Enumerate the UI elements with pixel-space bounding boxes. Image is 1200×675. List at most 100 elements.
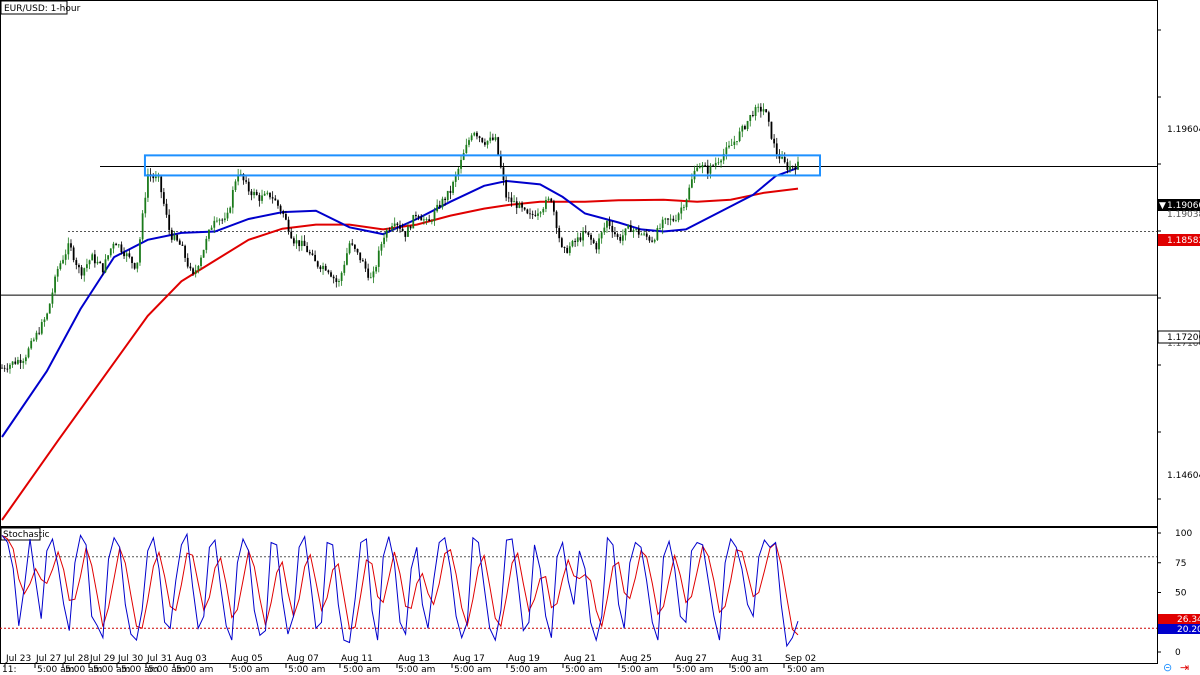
link-icon[interactable]: ⊝ <box>1163 661 1173 674</box>
candle-body <box>714 162 717 166</box>
candle-body <box>683 207 685 208</box>
candle-body <box>48 303 51 314</box>
candle-body <box>250 191 253 196</box>
candle-body <box>27 348 30 358</box>
candle-body <box>160 176 163 193</box>
candle-body <box>545 199 547 209</box>
low-level-hidden-label: 1.17104 <box>1167 339 1200 349</box>
candle-body <box>192 268 194 274</box>
arrow-icon[interactable]: ⇥ <box>1180 661 1190 674</box>
current-price-marker: ▼ <box>1159 201 1166 211</box>
candle-body <box>444 198 447 201</box>
candle-body <box>385 230 388 238</box>
resistance-zone <box>143 154 821 177</box>
candle-body <box>767 112 770 122</box>
candle-body <box>11 361 14 365</box>
candle-body <box>144 197 147 214</box>
candle-body <box>181 244 184 246</box>
candle-body <box>592 239 595 244</box>
candle-body <box>316 261 319 267</box>
candle-body <box>78 265 80 268</box>
candle-body <box>531 213 534 215</box>
candle-body <box>51 292 54 304</box>
time-label: 5:00 am <box>121 665 158 675</box>
candle-body <box>32 339 35 341</box>
candle-body <box>109 248 112 256</box>
candle-body <box>491 137 494 140</box>
price-tick-label: 1.14604 <box>1167 471 1200 481</box>
candle-body <box>231 190 234 208</box>
candle-body <box>725 147 728 154</box>
candle-body <box>476 132 478 137</box>
candle-body <box>462 153 465 160</box>
candle-body <box>43 319 46 323</box>
candle-body <box>407 226 409 237</box>
candle-body <box>576 237 579 242</box>
candle-body <box>197 266 200 271</box>
candle-body <box>229 207 232 213</box>
candle-body <box>473 132 476 136</box>
candle-body <box>401 228 404 232</box>
stochastic-tick-label: 75 <box>1175 559 1186 569</box>
candle-body <box>300 240 303 247</box>
candle-body <box>54 276 56 293</box>
candle-body <box>656 228 659 240</box>
candle-body <box>80 267 83 276</box>
candle-body <box>157 176 160 178</box>
price-tag-current: ▼ 1.19060 <box>1158 199 1200 211</box>
candle-body <box>648 236 651 241</box>
candle-body <box>245 180 248 182</box>
candle-body <box>205 238 208 250</box>
candle-body <box>216 220 218 222</box>
candle-body <box>147 174 149 198</box>
candle-body <box>218 219 221 221</box>
candle-body <box>40 322 43 334</box>
candle-body <box>338 280 340 282</box>
stochastic-tick-label: 100 <box>1175 529 1192 539</box>
candle-body <box>672 218 675 221</box>
candle-body <box>375 266 378 272</box>
price-tag-ma-fast: 1.18582 <box>1158 234 1200 246</box>
candle-body <box>266 192 269 194</box>
candle-body <box>242 173 245 181</box>
candle-body <box>184 245 186 258</box>
main-panel-frame <box>0 0 1158 527</box>
candle-body <box>794 167 797 170</box>
candle-body <box>749 115 752 121</box>
candle-body <box>120 244 123 253</box>
candle-body <box>720 160 722 163</box>
candle-body <box>6 368 9 370</box>
candle-body <box>584 231 587 233</box>
time-label: 5:00 am <box>343 665 380 675</box>
ma-fast-line <box>1 166 799 438</box>
candle-body <box>465 144 468 154</box>
candle-body <box>433 211 436 222</box>
date-label: Aug 21 <box>564 654 596 664</box>
stochastic-k-tag: 26.34 <box>1158 614 1200 625</box>
date-label: Jul 29 <box>89 654 115 664</box>
candle-body <box>417 216 420 218</box>
candle-body <box>690 179 693 188</box>
date-label: Aug 11 <box>341 654 373 664</box>
candle-body <box>460 159 462 169</box>
date-label: Aug 07 <box>287 654 319 664</box>
candle-body <box>704 165 707 166</box>
candle-body <box>72 247 75 261</box>
candle-body <box>619 236 622 241</box>
candle-body <box>353 244 356 249</box>
time-label: 5:00 am <box>398 665 435 675</box>
candle-body <box>165 203 168 215</box>
candle-body <box>96 261 99 264</box>
candle-body <box>757 106 760 108</box>
candle-body <box>651 240 653 242</box>
candle-body <box>93 254 96 264</box>
candle-body <box>470 135 473 141</box>
time-label: 5:00 am <box>65 665 102 675</box>
candle-body <box>112 243 115 249</box>
stochastic-title-box: Stochastic <box>0 527 50 541</box>
candle-body <box>14 361 17 364</box>
candle-body <box>1 367 3 369</box>
candle-body <box>17 359 19 364</box>
candle-body <box>327 270 330 273</box>
candle-body <box>529 213 531 215</box>
